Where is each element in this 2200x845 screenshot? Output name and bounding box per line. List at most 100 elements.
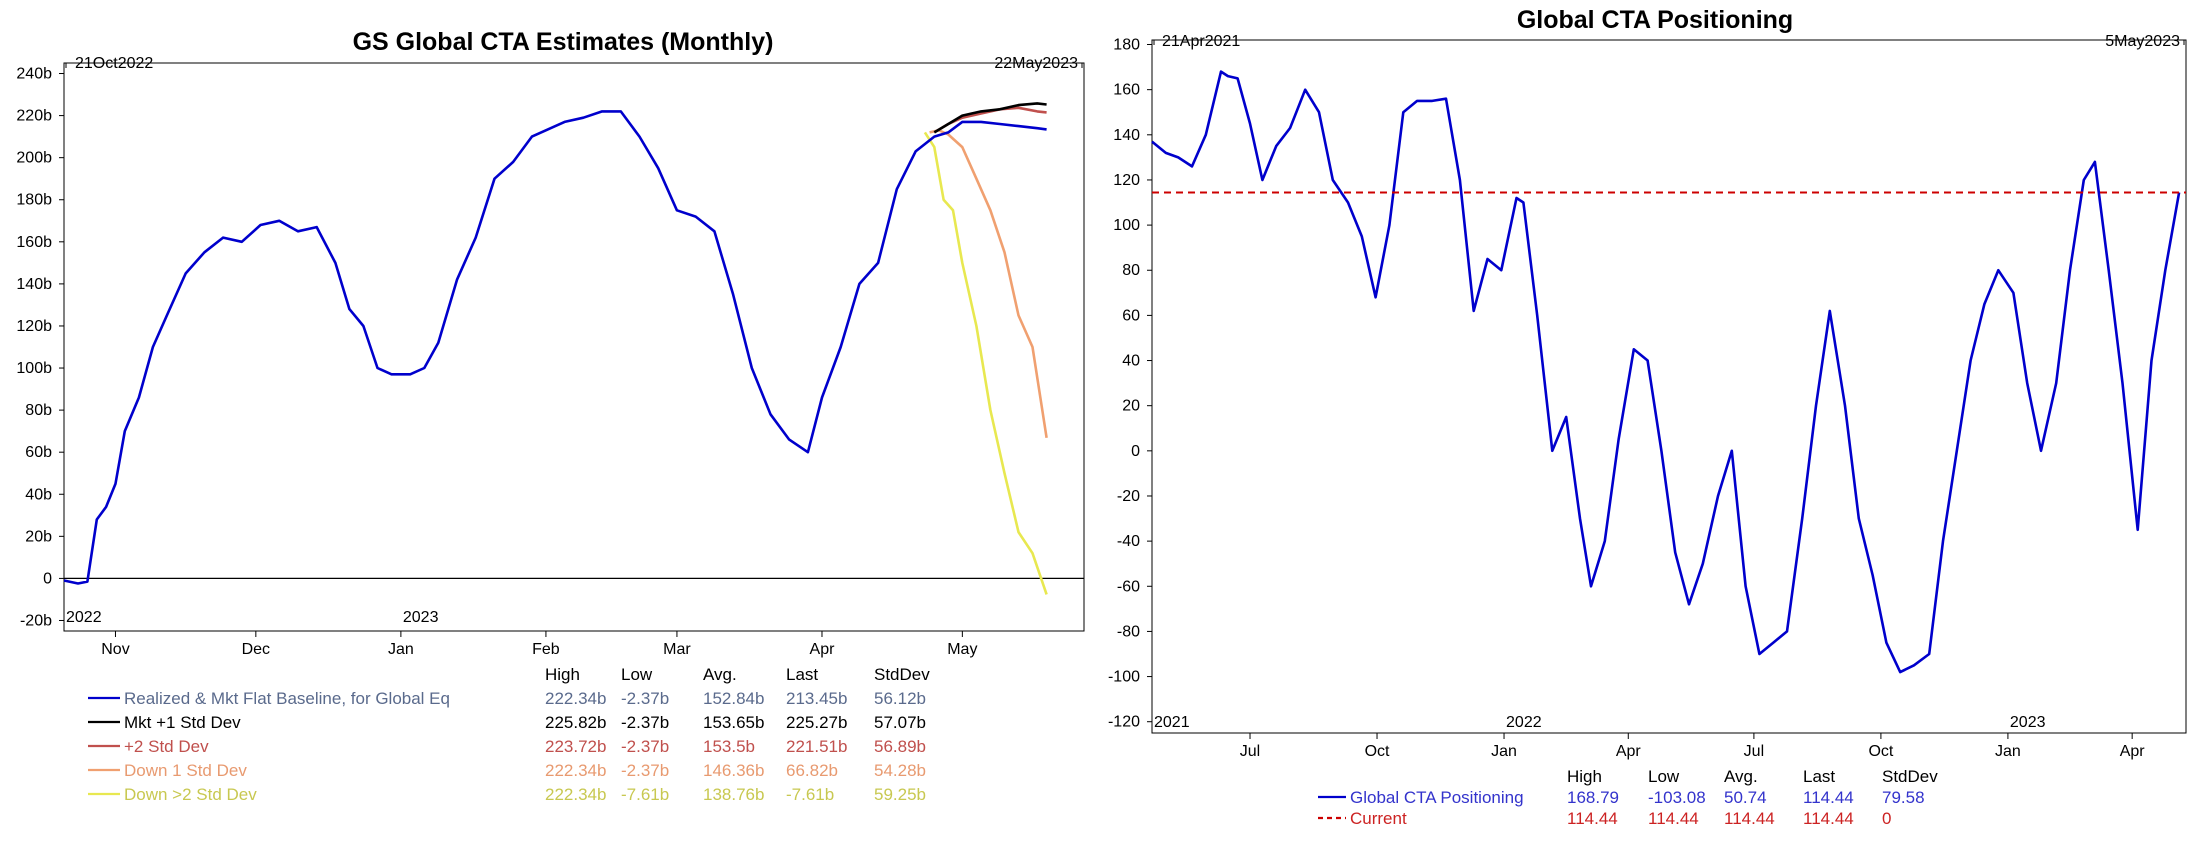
series-line-down-1-std-dev bbox=[929, 129, 1048, 438]
stats-value: 57.07b bbox=[874, 713, 926, 732]
stats-value: 221.51b bbox=[786, 737, 847, 756]
y-tick-label: 200b bbox=[16, 150, 52, 167]
year-label: 2023 bbox=[403, 609, 439, 626]
y-tick-label: -20 bbox=[1117, 488, 1140, 505]
y-tick-label: 160b bbox=[16, 234, 52, 251]
left-plot-frame bbox=[63, 62, 1085, 632]
right-end-label: 5May2023 bbox=[2105, 33, 2180, 50]
stats-value: 222.34b bbox=[545, 785, 606, 804]
stats-value: 213.45b bbox=[786, 689, 847, 708]
left-end-label: 22May2023 bbox=[994, 55, 1078, 72]
x-tick-label: Dec bbox=[242, 641, 270, 658]
stats-header-high: High bbox=[545, 665, 580, 684]
stats-value: 79.58 bbox=[1882, 788, 1925, 807]
legend-label: Down >2 Std Dev bbox=[124, 785, 257, 804]
x-tick-label: Apr bbox=[1616, 743, 1642, 760]
y-tick-label: -60 bbox=[1117, 578, 1140, 595]
y-tick-label: 140 bbox=[1113, 127, 1140, 144]
y-tick-label: 20 bbox=[1122, 398, 1140, 415]
x-tick-label: Apr bbox=[810, 641, 836, 658]
stats-value: 152.84b bbox=[703, 689, 764, 708]
y-tick-label: -40 bbox=[1117, 533, 1140, 550]
stats-value: -2.37b bbox=[621, 737, 669, 756]
stats-value: 59.25b bbox=[874, 785, 926, 804]
right-stats-table: High Low Avg. Last StdDev Global CTA Position… bbox=[1318, 767, 1938, 828]
x-tick-label: Jul bbox=[1744, 743, 1764, 760]
stats-header-stddev: StdDev bbox=[874, 665, 930, 684]
right-plot-frame bbox=[1151, 39, 2187, 734]
y-tick-label: 220b bbox=[16, 108, 52, 125]
left-start-label: 21Oct2022 bbox=[75, 55, 153, 72]
y-tick-label: 140b bbox=[16, 276, 52, 293]
left-series-lines bbox=[63, 102, 1084, 595]
stats-value: 222.34b bbox=[545, 689, 606, 708]
y-tick-label: 120 bbox=[1113, 172, 1140, 189]
stats-header-avg: Avg. bbox=[1724, 767, 1758, 786]
stats-value: 50.74 bbox=[1724, 788, 1767, 807]
y-tick-label: 120b bbox=[16, 318, 52, 335]
left-range-labels: 21Oct2022 22May2023 bbox=[65, 55, 1083, 72]
y-tick-label: 240b bbox=[16, 66, 52, 83]
y-tick-label: 0 bbox=[1131, 443, 1140, 460]
stats-header-low: Low bbox=[1648, 767, 1680, 786]
left-year-labels: 2022 2023 bbox=[66, 609, 439, 626]
stats-value: -7.61b bbox=[621, 785, 669, 804]
series-line-realized-mkt-flat-baseline-for-global-eq bbox=[63, 110, 1047, 585]
y-tick-label: 80b bbox=[25, 402, 52, 419]
x-tick-label: Jan bbox=[388, 641, 414, 658]
legend-label: +2 Std Dev bbox=[124, 737, 209, 756]
x-tick-label: Mar bbox=[663, 641, 691, 658]
legend-label: Current bbox=[1350, 809, 1407, 828]
x-tick-label: Jan bbox=[1491, 743, 1517, 760]
stats-value: -103.08 bbox=[1648, 788, 1706, 807]
stats-value: 225.27b bbox=[786, 713, 847, 732]
right-y-axis: -120 -100 -80 -60 -40 -20 0 20 40 60 80 100 120 140 16… bbox=[1108, 37, 1152, 731]
series-line-global-cta-positioning bbox=[1151, 70, 2181, 674]
legend-label: Down 1 Std Dev bbox=[124, 761, 247, 780]
stats-value: 222.34b bbox=[545, 761, 606, 780]
right-range-labels: 21Apr2021 5May2023 bbox=[1153, 33, 2185, 50]
stats-value: 153.65b bbox=[703, 713, 764, 732]
stats-header-avg: Avg. bbox=[703, 665, 737, 684]
year-label: 2022 bbox=[66, 609, 102, 626]
stats-value: -2.37b bbox=[621, 713, 669, 732]
x-tick-label: May bbox=[947, 641, 977, 658]
y-tick-label: 80 bbox=[1122, 262, 1140, 279]
stats-header-high: High bbox=[1567, 767, 1602, 786]
stats-value: 223.72b bbox=[545, 737, 606, 756]
series-line-mkt-1-std-dev bbox=[933, 102, 1047, 134]
stats-value: 146.36b bbox=[703, 761, 764, 780]
stats-value: 225.82b bbox=[545, 713, 606, 732]
stats-value: 114.44 bbox=[1803, 809, 1854, 828]
y-tick-label: -120 bbox=[1108, 714, 1140, 731]
stats-value: -7.61b bbox=[786, 785, 834, 804]
right-year-labels: 2021 2022 2023 bbox=[1154, 714, 2046, 731]
y-tick-label: 100b bbox=[16, 360, 52, 377]
y-tick-label: 100 bbox=[1113, 217, 1140, 234]
right-chart-title: Global CTA Positioning bbox=[1517, 6, 1793, 34]
stats-value: -2.37b bbox=[621, 689, 669, 708]
year-label: 2023 bbox=[2010, 714, 2046, 731]
stats-value: 114.44 bbox=[1803, 788, 1854, 807]
stats-header-stddev: StdDev bbox=[1882, 767, 1938, 786]
stats-header-last: Last bbox=[786, 665, 818, 684]
legend-label: Realized & Mkt Flat Baseline, for Global… bbox=[124, 689, 450, 708]
stats-value: 114.44 bbox=[1648, 809, 1699, 828]
left-chart-title: GS Global CTA Estimates (Monthly) bbox=[353, 28, 774, 56]
left-y-axis: -20b 0 20b 40b 60b 80b 100b 120b 140b 160b 180b 200… bbox=[16, 66, 64, 629]
x-tick-label: Apr bbox=[2120, 743, 2146, 760]
stats-value: 54.28b bbox=[874, 761, 926, 780]
stats-value: 0 bbox=[1882, 809, 1891, 828]
stats-header-low: Low bbox=[621, 665, 653, 684]
y-tick-label: 60 bbox=[1122, 307, 1140, 324]
right-chart: Global CTA Positioning 21Apr2021 5May202… bbox=[1108, 6, 2187, 828]
left-stats-table: High Low Avg. Last StdDev Realized & Mkt Flat… bbox=[88, 665, 930, 804]
stats-value: 56.12b bbox=[874, 689, 926, 708]
right-x-axis: Jul Oct Jan Apr Jul Oct Jan Apr bbox=[1240, 733, 2145, 760]
y-tick-label: 40b bbox=[25, 486, 52, 503]
year-label: 2022 bbox=[1506, 714, 1542, 731]
stats-value: 66.82b bbox=[786, 761, 838, 780]
stats-value: 114.44 bbox=[1724, 809, 1775, 828]
